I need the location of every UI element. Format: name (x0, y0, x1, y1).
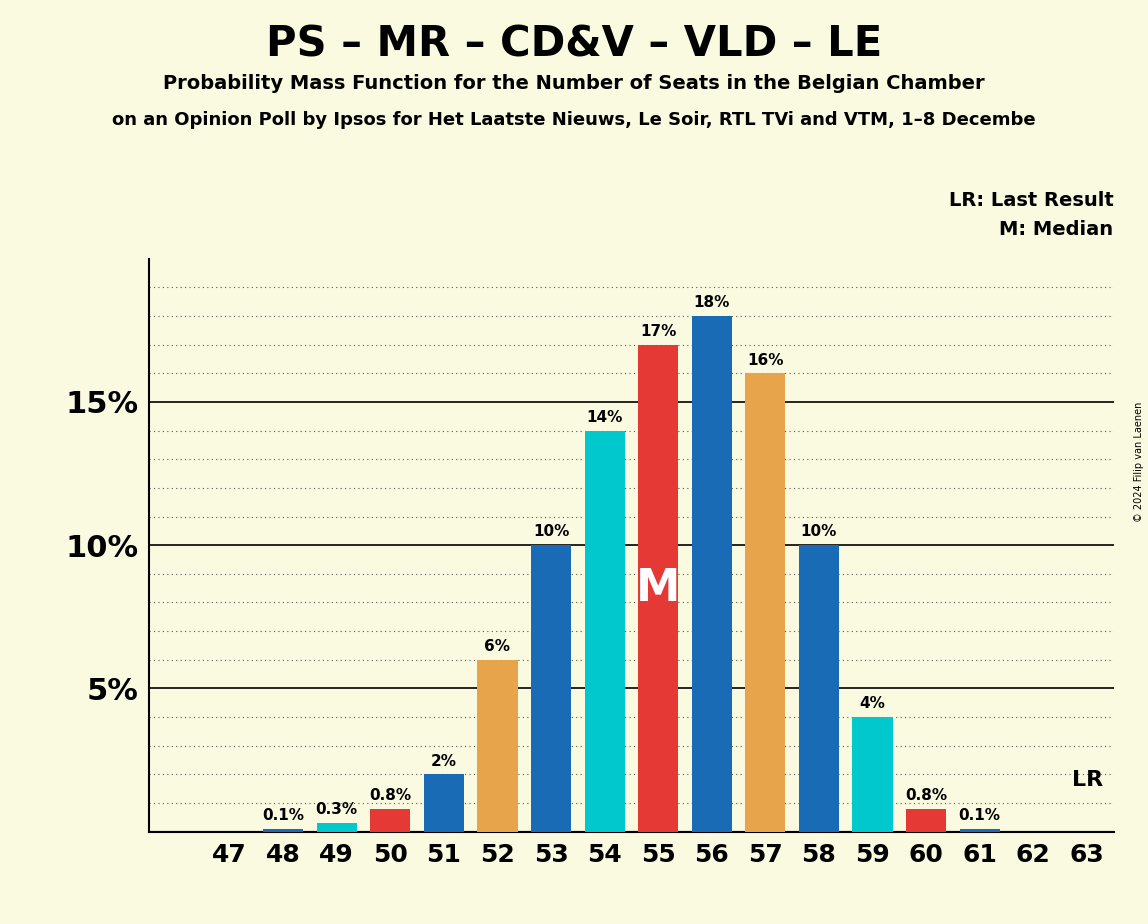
Bar (370, 808, 411, 832)
Text: LR: LR (1072, 770, 1103, 790)
Bar (960, 829, 1000, 832)
Text: 16%: 16% (747, 353, 784, 368)
Bar (852, 717, 892, 832)
Bar (638, 345, 678, 832)
Text: PS – MR – CD&V – VLD – LE: PS – MR – CD&V – VLD – LE (266, 23, 882, 65)
Text: LR: Last Result: LR: Last Result (948, 191, 1114, 211)
Bar (691, 316, 731, 832)
Text: 0.8%: 0.8% (370, 788, 411, 803)
Text: 6%: 6% (484, 639, 511, 654)
Text: 10%: 10% (800, 525, 837, 540)
Bar (906, 808, 946, 832)
Bar (424, 774, 464, 832)
Text: Probability Mass Function for the Number of Seats in the Belgian Chamber: Probability Mass Function for the Number… (163, 74, 985, 93)
Bar (745, 373, 785, 832)
Bar (478, 660, 518, 832)
Text: 0.3%: 0.3% (316, 802, 358, 817)
Text: on an Opinion Poll by Ipsos for Het Laatste Nieuws, Le Soir, RTL TVi and VTM, 1–: on an Opinion Poll by Ipsos for Het Laat… (113, 111, 1035, 128)
Text: 0.1%: 0.1% (959, 808, 1001, 823)
Bar (584, 431, 625, 832)
Text: 0.8%: 0.8% (905, 788, 947, 803)
Text: M: Median: M: Median (1000, 220, 1114, 239)
Text: © 2024 Filip van Laenen: © 2024 Filip van Laenen (1134, 402, 1143, 522)
Text: 0.1%: 0.1% (262, 808, 304, 823)
Text: 18%: 18% (693, 296, 730, 310)
Bar (799, 545, 839, 832)
Text: M: M (636, 566, 681, 610)
Bar (317, 823, 357, 832)
Text: 10%: 10% (533, 525, 569, 540)
Text: 14%: 14% (587, 410, 623, 425)
Text: 2%: 2% (430, 754, 457, 769)
Bar (530, 545, 571, 832)
Text: 4%: 4% (860, 697, 885, 711)
Bar (263, 829, 303, 832)
Text: 17%: 17% (639, 324, 676, 339)
